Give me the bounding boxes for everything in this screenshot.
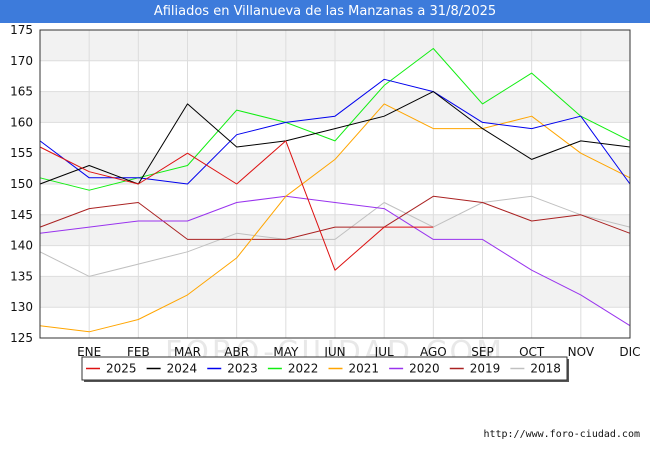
y-tick-label: 130 — [10, 300, 33, 314]
y-tick-label: 170 — [10, 54, 33, 68]
series-line-2019 — [39, 195, 631, 240]
line-chart: FORO-CIUDAD.COM 125130135140145150155160… — [10, 23, 641, 382]
x-tick-label: FEB — [127, 345, 150, 359]
series-line-2025 — [39, 140, 434, 271]
x-tick-label: AGO — [420, 345, 447, 359]
x-tick-label: OCT — [519, 345, 545, 359]
legend-box — [81, 356, 568, 381]
x-tick-label: JUN — [323, 345, 345, 359]
legend-label: 2021 — [349, 362, 380, 376]
y-tick-label: 145 — [10, 208, 33, 222]
plot-border — [39, 29, 631, 339]
legend: 2025 2024 2023 2022 2021 2020 2019 2018 — [81, 356, 569, 382]
x-axis-ticks: ENE FEB MAR ABR MAY JUN JUL AGO SEP OCT NOV DIC — [77, 345, 640, 359]
series-line-2018 — [39, 195, 631, 277]
x-tick-label: MAR — [174, 345, 201, 359]
x-tick-label: DIC — [619, 345, 640, 359]
legend-label: 2022 — [288, 362, 319, 376]
y-tick-label: 160 — [10, 115, 33, 129]
series-lines — [39, 48, 631, 333]
series-line-2020 — [39, 195, 631, 327]
y-axis-ticks: 125 130 135 140 145 150 155 160 165 170 175 — [10, 23, 33, 345]
chart-title: Afiliados en Villanueva de las Manzanas … — [0, 0, 650, 23]
y-tick-label: 155 — [10, 146, 33, 160]
series-line-2021 — [39, 103, 631, 333]
legend-label: 2025 — [106, 362, 137, 376]
legend-label: 2019 — [470, 362, 501, 376]
y-tick-label: 125 — [10, 331, 33, 345]
legend-label: 2018 — [530, 362, 561, 376]
x-tick-label: ENE — [77, 345, 101, 359]
series-line-2023 — [39, 78, 631, 185]
x-tick-label: JUL — [374, 345, 394, 359]
source-url: http://www.foro-ciudad.com — [483, 429, 640, 440]
y-tick-label: 140 — [10, 239, 33, 253]
x-tick-label: NOV — [568, 345, 595, 359]
y-tick-label: 150 — [10, 177, 33, 191]
legend-label: 2024 — [167, 362, 198, 376]
y-tick-label: 135 — [10, 269, 33, 283]
x-tick-label: SEP — [471, 345, 493, 359]
legend-label: 2020 — [409, 362, 440, 376]
y-tick-label: 175 — [10, 23, 33, 37]
x-tick-label: ABR — [224, 345, 249, 359]
x-tick-label: MAY — [273, 345, 299, 359]
y-tick-label: 165 — [10, 85, 33, 99]
legend-label: 2023 — [227, 362, 258, 376]
